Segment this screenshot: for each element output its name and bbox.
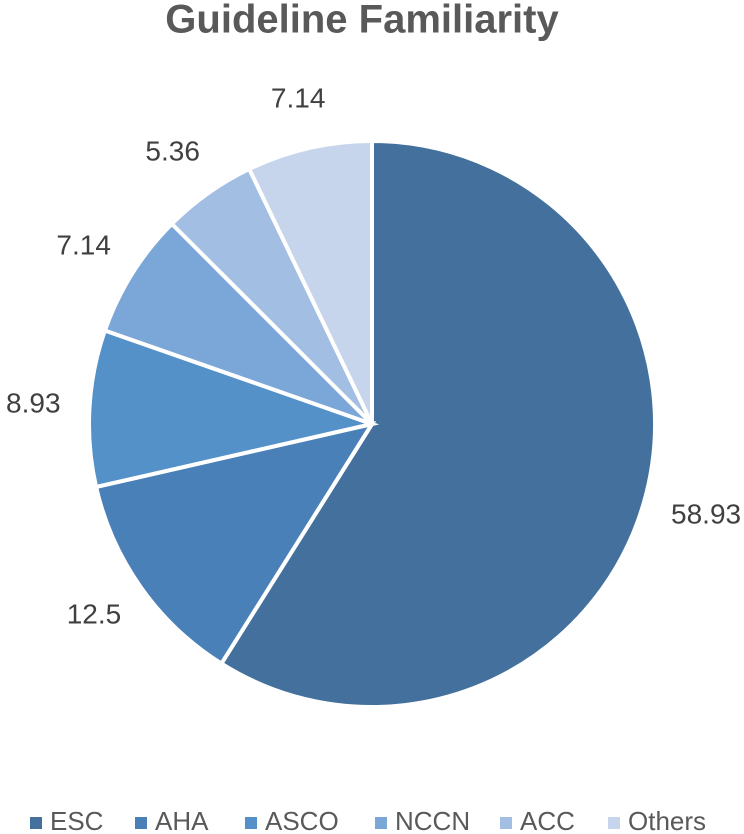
legend-swatch xyxy=(245,817,257,829)
data-label: 58.93 xyxy=(671,498,741,529)
pie-slice xyxy=(87,327,380,490)
legend-label: AHA xyxy=(155,806,209,834)
pie-slice xyxy=(246,138,374,425)
data-label: 8.93 xyxy=(6,388,61,419)
data-label: 5.36 xyxy=(145,136,200,167)
chart-title: Guideline Familiarity xyxy=(165,0,559,42)
legend-label: ASCO xyxy=(265,806,339,834)
data-label: 12.5 xyxy=(67,598,122,629)
legend-label: Others xyxy=(628,806,706,834)
data-label: 7.14 xyxy=(271,83,326,114)
legend-swatch xyxy=(500,817,512,829)
legend-label: ESC xyxy=(50,806,103,834)
legend-swatch xyxy=(30,817,42,829)
pie-slice xyxy=(93,420,377,667)
pie-slice xyxy=(218,138,657,709)
legend-swatch xyxy=(135,817,147,829)
legend-swatch xyxy=(608,817,620,829)
legend-label: ACC xyxy=(520,806,575,834)
data-label: 7.14 xyxy=(56,230,111,261)
legend-label: NCCN xyxy=(395,806,470,834)
pie-slice xyxy=(102,221,374,426)
legend-swatch xyxy=(375,817,387,829)
